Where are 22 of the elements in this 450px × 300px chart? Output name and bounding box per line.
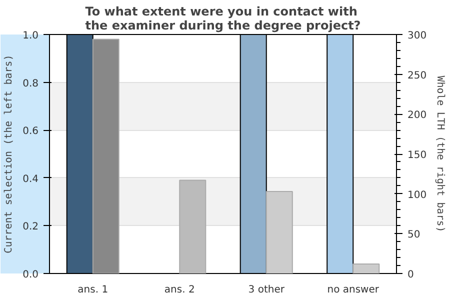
y2-tick-label: 300	[408, 30, 427, 42]
chart-title: To what extent were you in contact with the examiner during the degree project?	[85, 4, 361, 32]
y-axis-title: Current selection (the left bars)	[4, 54, 15, 254]
y2-tick-label: 0	[408, 270, 414, 280]
x-tick-label: ans. 1	[78, 284, 108, 296]
y2-tick-label: 100	[408, 190, 427, 201]
bar	[179, 180, 206, 274]
y-tick-label: 0.0	[22, 270, 39, 280]
x-tick-label: no answer	[327, 284, 380, 296]
y-tick-label: 0.2	[22, 222, 39, 233]
y2-axis-title: Whole LTH (the right bars)	[434, 76, 446, 232]
x-tick-label: ans. 2	[164, 284, 195, 296]
y-tick-label: 1.0	[22, 30, 39, 42]
y-tick-label: 0.6	[22, 126, 39, 138]
y2-tick-label: 250	[408, 70, 427, 82]
y-tick-label: 0.8	[22, 78, 39, 90]
y2-tick-label: 150	[408, 150, 427, 161]
x-tick-label: 3 other	[248, 284, 286, 296]
y2-tick-label: 200	[408, 110, 427, 122]
y2-tick-label: 50	[408, 230, 420, 241]
bar	[352, 263, 380, 274]
y-tick-label: 0.4	[22, 174, 39, 185]
